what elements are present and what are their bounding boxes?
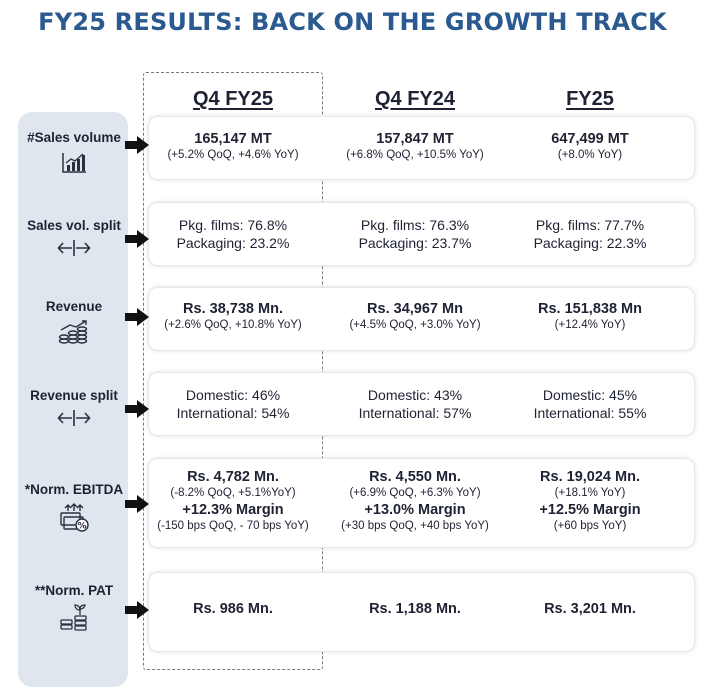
value: Rs. 151,838 Mn: [538, 301, 642, 317]
value: Rs. 38,738 Mn.: [183, 301, 283, 317]
cell-pat-q4fy24: Rs. 1,188 Mn.: [325, 600, 505, 618]
international: International: 55%: [533, 405, 647, 421]
row-label-sales-volume: #Sales volume: [6, 130, 142, 175]
row-label-text: Revenue: [45, 299, 103, 314]
cell-sales-split-q4fy24: Pkg. films: 76.3% Packaging: 23.7%: [325, 216, 505, 252]
sales-split-card: [148, 202, 695, 266]
row-label-text: #Sales volume: [27, 130, 121, 145]
column-header-q4fy25: Q4 FY25: [192, 88, 274, 110]
pkg-films: Pkg. films: 76.8%: [178, 217, 288, 233]
value: Rs. 19,024 Mn.: [540, 469, 640, 485]
value: 647,499 MT: [551, 131, 629, 147]
revenue-growth-icon: [58, 320, 88, 344]
value: Rs. 986 Mn.: [193, 601, 273, 617]
revenue-split-card: [148, 372, 695, 436]
cell-sales-volume-q4fy25: 165,147 MT (+5.2% QoQ, +4.6% YoY): [143, 130, 323, 163]
cell-revenue-split-q4fy25: Domestic: 46% International: 54%: [143, 386, 323, 422]
ebitda-card: [148, 458, 695, 548]
arrow-right-icon: [125, 495, 149, 513]
packaging: Packaging: 23.2%: [176, 235, 290, 251]
column-header-fy25: FY25: [566, 88, 614, 110]
margin-change: (-150 bps QoQ, - 70 bps YoY): [157, 520, 309, 532]
cell-ebitda-q4fy25: Rs. 4,782 Mn. (-8.2% QoQ, +5.1%YoY) +12.…: [143, 468, 323, 534]
value: Rs. 34,967 Mn: [367, 301, 463, 317]
cell-sales-split-fy25: Pkg. films: 77.7% Packaging: 22.3%: [500, 216, 680, 252]
change: (+5.2% QoQ, +4.6% YoY): [167, 149, 299, 161]
change: (+18.1% YoY): [554, 487, 626, 499]
split-arrows-icon: [57, 240, 91, 256]
packaging: Packaging: 23.7%: [358, 235, 472, 251]
revenue-card: [148, 287, 695, 351]
value: 165,147 MT: [194, 131, 272, 147]
cell-pat-q4fy25: Rs. 986 Mn.: [143, 600, 323, 618]
domestic: Domestic: 43%: [367, 387, 463, 403]
margin-change: (+30 bps QoQ, +40 bps YoY): [341, 520, 489, 532]
cell-revenue-split-q4fy24: Domestic: 43% International: 57%: [325, 386, 505, 422]
change: (+4.5% QoQ, +3.0% YoY): [349, 319, 481, 331]
change: (+12.4% YoY): [554, 319, 626, 331]
margin-change: (+60 bps YoY): [553, 520, 627, 532]
cell-ebitda-fy25: Rs. 19,024 Mn. (+18.1% YoY) +12.5% Margi…: [500, 468, 680, 534]
arrow-right-icon: [125, 230, 149, 248]
value: Rs. 4,782 Mn.: [187, 469, 279, 485]
international: International: 57%: [358, 405, 472, 421]
cell-sales-volume-fy25: 647,499 MT (+8.0% YoY): [500, 130, 680, 163]
value: Rs. 1,188 Mn.: [369, 601, 461, 617]
bar-chart-icon: [62, 153, 86, 173]
row-label-revenue: Revenue: [6, 299, 142, 346]
arrow-right-icon: [125, 308, 149, 326]
pkg-films: Pkg. films: 76.3%: [360, 217, 470, 233]
value: Rs. 4,550 Mn.: [369, 469, 461, 485]
cell-revenue-split-fy25: Domestic: 45% International: 55%: [500, 386, 680, 422]
change: (+2.6% QoQ, +10.8% YoY): [164, 319, 302, 331]
cell-sales-volume-q4fy24: 157,847 MT (+6.8% QoQ, +10.5% YoY): [325, 130, 505, 163]
row-label-text: *Norm. EBITDA: [24, 482, 124, 497]
highlight-column-frame: [143, 72, 323, 670]
coins-sprout-icon: [60, 604, 87, 631]
row-label-text: Sales vol. split: [27, 218, 121, 233]
split-arrows-icon: [57, 410, 91, 426]
domestic: Domestic: 45%: [542, 387, 638, 403]
svg-text:%: %: [77, 522, 86, 532]
cell-revenue-fy25: Rs. 151,838 Mn (+12.4% YoY): [500, 300, 680, 333]
domestic: Domestic: 46%: [185, 387, 281, 403]
page-title: FY25 RESULTS: BACK ON THE GROWTH TRACK: [38, 8, 667, 36]
money-percent-icon: %: [60, 503, 89, 532]
sales-volume-card: [148, 116, 695, 180]
value: 157,847 MT: [376, 131, 454, 147]
change: (+6.9% QoQ, +6.3% YoY): [349, 487, 481, 499]
cell-pat-fy25: Rs. 3,201 Mn.: [500, 600, 680, 618]
value: Rs. 3,201 Mn.: [544, 601, 636, 617]
row-label-revenue-split: Revenue split: [6, 388, 142, 427]
row-label-sales-split: Sales vol. split: [6, 218, 142, 257]
pat-card: [148, 572, 695, 652]
cell-revenue-q4fy24: Rs. 34,967 Mn (+4.5% QoQ, +3.0% YoY): [325, 300, 505, 333]
change: (-8.2% QoQ, +5.1%YoY): [170, 487, 296, 499]
cell-revenue-q4fy25: Rs. 38,738 Mn. (+2.6% QoQ, +10.8% YoY): [143, 300, 323, 333]
cell-sales-split-q4fy25: Pkg. films: 76.8% Packaging: 23.2%: [143, 216, 323, 252]
change: (+6.8% QoQ, +10.5% YoY): [346, 149, 484, 161]
arrow-right-icon: [125, 136, 149, 154]
row-label-text: **Norm. PAT: [34, 583, 114, 598]
packaging: Packaging: 22.3%: [533, 235, 647, 251]
column-header-q4fy24: Q4 FY24: [374, 88, 456, 110]
row-label-text: Revenue split: [30, 388, 118, 403]
row-label-pat: **Norm. PAT: [6, 583, 142, 632]
margin: +12.5% Margin: [539, 502, 641, 518]
row-label-panel: [18, 112, 128, 687]
change: (+8.0% YoY): [557, 149, 623, 161]
margin: +13.0% Margin: [364, 502, 466, 518]
cell-ebitda-q4fy24: Rs. 4,550 Mn. (+6.9% QoQ, +6.3% YoY) +13…: [325, 468, 505, 534]
margin: +12.3% Margin: [182, 502, 284, 518]
international: International: 54%: [176, 405, 290, 421]
arrow-right-icon: [125, 400, 149, 418]
row-label-ebitda: *Norm. EBITDA %: [6, 482, 142, 533]
pkg-films: Pkg. films: 77.7%: [535, 217, 645, 233]
arrow-right-icon: [125, 601, 149, 619]
